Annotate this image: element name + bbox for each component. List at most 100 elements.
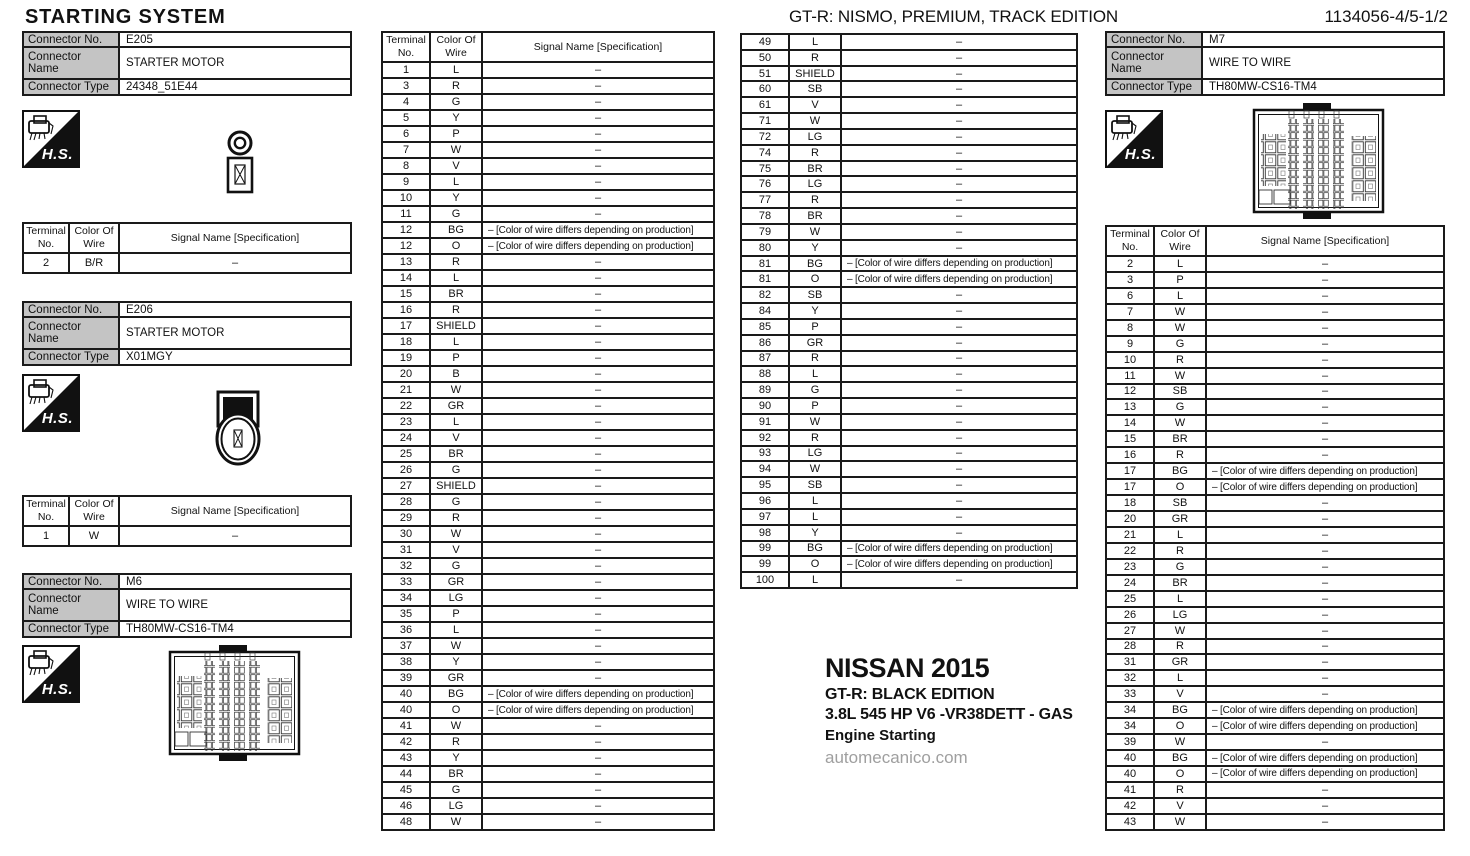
signal-cell: – (594, 256, 602, 268)
terminal-row: 20 GR – (1107, 512, 1443, 528)
wire-color-cell: L (1155, 288, 1207, 303)
terminal-no-cell: 50 (742, 50, 790, 65)
terminal-no-cell: 1 (383, 63, 431, 77)
signal-cell: – (1321, 815, 1329, 828)
terminal-no-cell: 81 (742, 256, 790, 271)
terminal-row: 17 O – [Color of wire differs depending on… (1107, 480, 1443, 497)
wire-color-cell: G (431, 559, 483, 573)
connector-drawing-e206 (215, 390, 261, 466)
connector-type-value: 24348_51E44 (126, 81, 198, 93)
terminal-row: 41 W – (383, 719, 713, 735)
signal-cell: – (1321, 688, 1329, 701)
terminal-no-cell: 12 (1107, 384, 1155, 399)
wire-color-cell: L (431, 335, 483, 349)
terminal-row: 14 L – (383, 271, 713, 287)
terminal-row: 33 GR – (383, 575, 713, 591)
terminal-no-cell: 20 (1107, 512, 1155, 526)
terminal-row: 15 BR – (383, 287, 713, 303)
wire-color-cell: L (790, 509, 842, 524)
signal-cell: – (594, 128, 602, 140)
wire-color-cell: R (431, 255, 483, 269)
signal-cell: – (594, 800, 602, 812)
terminal-row: 41 R – (1107, 782, 1443, 799)
wire-color-cell: W (431, 383, 483, 397)
terminal-no-cell: 2 (1107, 257, 1155, 271)
terminal-no-cell: 18 (1107, 496, 1155, 510)
section-name: Engine Starting (825, 727, 936, 744)
connector-no-value: E206 (126, 303, 153, 316)
terminal-row: 91 W – (742, 414, 1076, 431)
wire-color-cell: G (790, 383, 842, 398)
wire-color-cell: BG (1155, 703, 1207, 718)
page-title: STARTING SYSTEM (25, 6, 226, 28)
signal-cell: – (955, 526, 963, 539)
signal-cell: – (955, 368, 963, 381)
signal-cell: – (594, 384, 602, 396)
wire-color-cell: V (431, 543, 483, 557)
wire-color-cell: GR (1155, 512, 1207, 526)
terminal-row: 10 Y – (383, 191, 713, 207)
wire-color-cell: W (70, 527, 120, 545)
signal-cell: – (1321, 305, 1329, 318)
terminal-no-cell: 16 (1107, 448, 1155, 463)
wire-color-cell: O (1155, 719, 1207, 734)
wire-color-cell: R (790, 351, 842, 366)
wire-color-cell: GR (431, 399, 483, 413)
terminal-row: 71 W – (742, 114, 1076, 130)
wire-color-cell: BR (1155, 432, 1207, 447)
wire-color-cell: BR (431, 287, 483, 301)
signal-cell: – [Color of wire differs depending on pr… (1212, 752, 1418, 764)
terminal-no-cell: 76 (742, 177, 790, 192)
terminal-no-cell: 42 (383, 735, 431, 749)
wire-color-cell: BG (790, 541, 842, 556)
wire-color-cell: L (431, 175, 483, 189)
signal-cell: – (955, 574, 963, 587)
wire-color-cell: G (431, 783, 483, 797)
terminal-row: 96 L – (742, 494, 1076, 510)
wire-color-cell: P (790, 319, 842, 334)
terminal-no-header: Terminal No. (24, 497, 70, 525)
signal-cell: – (594, 464, 602, 476)
signal-cell: – (955, 463, 963, 476)
signal-cell: – (955, 83, 963, 96)
signal-cell: – (955, 479, 963, 492)
signal-cell: – (594, 768, 602, 780)
terminal-no-cell: 29 (383, 511, 431, 525)
terminal-row: 16 R – (383, 303, 713, 319)
terminal-no-cell: 15 (383, 287, 431, 301)
signal-cell: – (955, 447, 963, 460)
signal-cell: – (231, 530, 239, 542)
terminal-row: 50 R – (742, 50, 1076, 67)
terminal-no-cell: 80 (742, 240, 790, 255)
signal-cell: – (594, 336, 602, 348)
terminal-row: 12 O – [Color of wire differs depending on… (383, 239, 713, 255)
terminal-row: 93 LG – (742, 446, 1076, 463)
signal-cell: – (1321, 656, 1329, 669)
signal-cell: – (955, 510, 963, 523)
terminal-no-cell: 34 (1107, 719, 1155, 734)
terminal-no-cell: 99 (742, 557, 790, 572)
terminal-no-cell: 6 (383, 127, 431, 141)
terminal-row: 8 W – (1107, 320, 1443, 337)
terminal-row: 31 V – (383, 543, 713, 559)
wire-color-cell: P (431, 351, 483, 365)
signal-cell: – (594, 672, 602, 684)
terminal-no-cell: 90 (742, 399, 790, 413)
terminal-table-body: 49 L –50 R –51 SHIELD –60 SB –61 V –71 W –72 LG –74 R –7… (742, 35, 1076, 587)
wire-color-cell: P (431, 607, 483, 621)
signal-cell: – (594, 432, 602, 444)
terminal-row: 38 Y – (383, 655, 713, 671)
terminal-no-header: Terminal No. (383, 33, 431, 61)
terminal-no-cell: 31 (1107, 655, 1155, 670)
wire-color-cell: O (431, 703, 483, 717)
signal-name-header: Signal Name [Specification] (533, 40, 663, 53)
terminal-no-cell: 87 (742, 351, 790, 366)
terminal-no-cell: 43 (1107, 814, 1155, 829)
terminal-row: 14 W – (1107, 416, 1443, 433)
terminal-no-cell: 10 (1107, 352, 1155, 367)
terminal-no-cell: 48 (383, 815, 431, 829)
terminal-no-cell: 21 (383, 383, 431, 397)
terminal-row: 27 SHIELD – (383, 479, 713, 495)
wire-color-cell: G (431, 463, 483, 477)
wire-color-cell: BR (790, 209, 842, 223)
